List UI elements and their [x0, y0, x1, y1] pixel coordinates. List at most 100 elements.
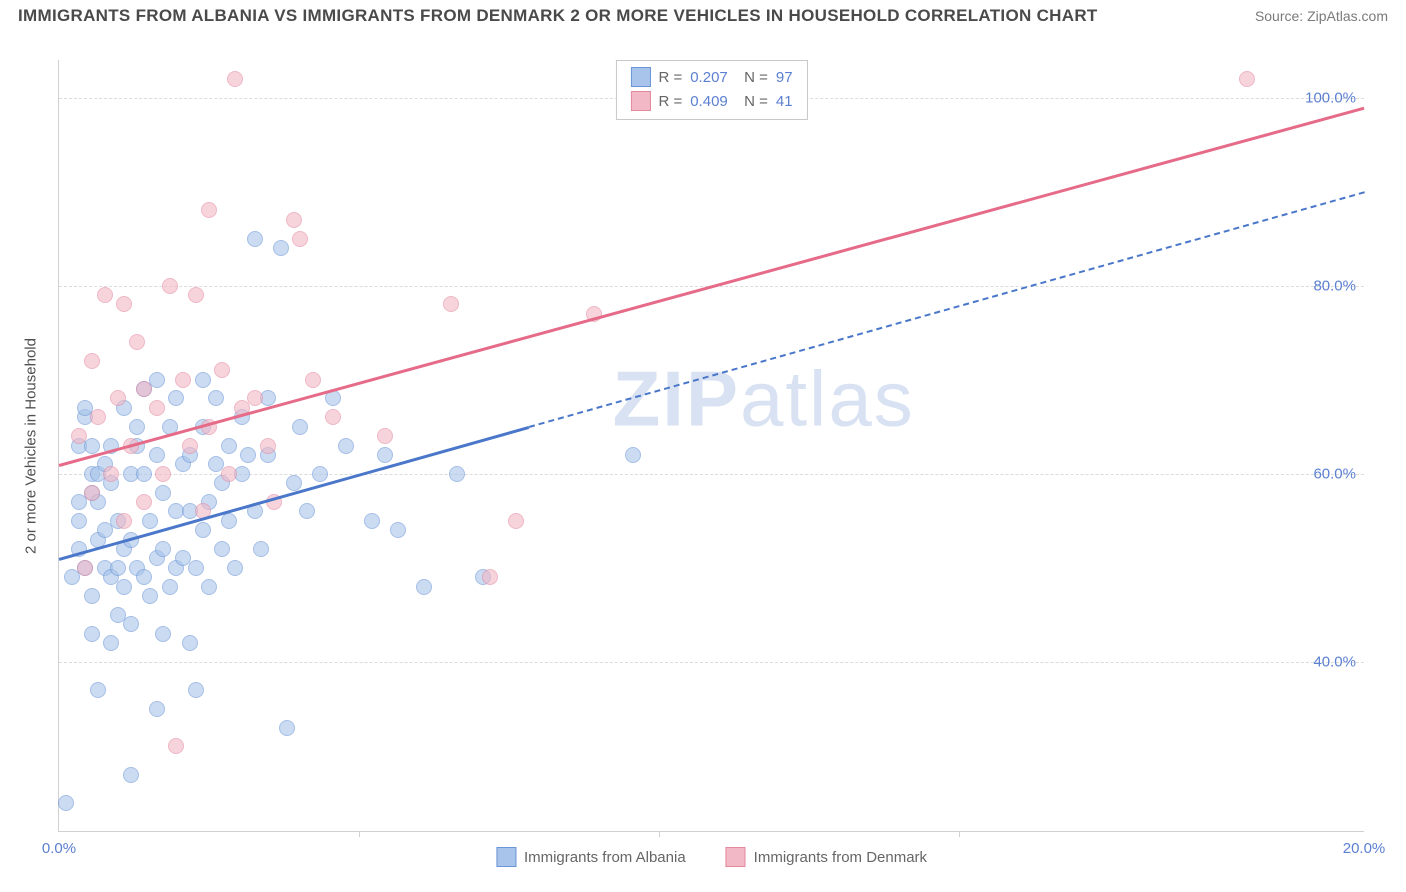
- legend-n-label: N =: [736, 93, 768, 110]
- data-point: [299, 503, 315, 519]
- data-point: [312, 466, 328, 482]
- chart-title: IMMIGRANTS FROM ALBANIA VS IMMIGRANTS FR…: [18, 6, 1098, 26]
- data-point: [77, 560, 93, 576]
- data-point: [625, 447, 641, 463]
- data-point: [449, 466, 465, 482]
- data-point: [240, 447, 256, 463]
- gridline: [59, 662, 1364, 663]
- data-point: [71, 513, 87, 529]
- data-point: [221, 513, 237, 529]
- data-point: [136, 381, 152, 397]
- data-point: [129, 334, 145, 350]
- data-point: [149, 701, 165, 717]
- y-tick-label: 40.0%: [1313, 653, 1356, 670]
- legend-n-label: N =: [736, 69, 768, 86]
- x-tick-minor: [359, 831, 360, 837]
- data-point: [221, 438, 237, 454]
- legend-r-value-denmark: 0.409: [690, 93, 728, 110]
- data-point: [273, 240, 289, 256]
- data-point: [292, 419, 308, 435]
- legend-label-denmark: Immigrants from Denmark: [754, 849, 927, 866]
- data-point: [325, 409, 341, 425]
- x-tick-minor: [959, 831, 960, 837]
- data-point: [377, 447, 393, 463]
- data-point: [155, 541, 171, 557]
- data-point: [149, 400, 165, 416]
- data-point: [168, 390, 184, 406]
- plot-area: ZIPatlas 2 or more Vehicles in Household…: [58, 60, 1364, 832]
- data-point: [227, 71, 243, 87]
- x-tick-minor: [659, 831, 660, 837]
- data-point: [116, 513, 132, 529]
- legend-row-denmark: R = 0.409 N = 41: [630, 89, 792, 113]
- data-point: [155, 485, 171, 501]
- data-point: [129, 419, 145, 435]
- chart-wrap: ZIPatlas 2 or more Vehicles in Household…: [18, 38, 1388, 874]
- data-point: [84, 485, 100, 501]
- data-point: [103, 635, 119, 651]
- data-point: [155, 626, 171, 642]
- data-point: [188, 560, 204, 576]
- legend-r-value-albania: 0.207: [690, 69, 728, 86]
- x-tick-label: 20.0%: [1343, 840, 1386, 857]
- data-point: [90, 682, 106, 698]
- data-point: [123, 767, 139, 783]
- data-point: [227, 560, 243, 576]
- data-point: [175, 372, 191, 388]
- swatch-denmark: [630, 91, 650, 111]
- data-point: [260, 438, 276, 454]
- data-point: [416, 579, 432, 595]
- data-point: [149, 447, 165, 463]
- data-point: [97, 287, 113, 303]
- y-tick-label: 80.0%: [1313, 277, 1356, 294]
- y-tick-label: 60.0%: [1313, 465, 1356, 482]
- data-point: [162, 278, 178, 294]
- data-point: [195, 522, 211, 538]
- data-point: [279, 720, 295, 736]
- data-point: [201, 202, 217, 218]
- legend-item-albania: Immigrants from Albania: [496, 847, 686, 867]
- data-point: [103, 466, 119, 482]
- data-point: [247, 390, 263, 406]
- legend-n-value-denmark: 41: [776, 93, 793, 110]
- chart-header: IMMIGRANTS FROM ALBANIA VS IMMIGRANTS FR…: [0, 0, 1406, 30]
- data-point: [136, 494, 152, 510]
- data-point: [188, 287, 204, 303]
- data-point: [136, 569, 152, 585]
- legend-r-label: R =: [658, 93, 682, 110]
- data-point: [508, 513, 524, 529]
- data-point: [195, 372, 211, 388]
- y-axis-label: 2 or more Vehicles in Household: [23, 338, 40, 554]
- data-point: [162, 579, 178, 595]
- data-point: [84, 626, 100, 642]
- swatch-denmark: [726, 847, 746, 867]
- legend-item-denmark: Immigrants from Denmark: [726, 847, 927, 867]
- data-point: [188, 682, 204, 698]
- data-point: [443, 296, 459, 312]
- data-point: [253, 541, 269, 557]
- data-point: [221, 466, 237, 482]
- data-point: [84, 438, 100, 454]
- trend-line: [59, 107, 1365, 467]
- legend-n-value-albania: 97: [776, 69, 793, 86]
- data-point: [364, 513, 380, 529]
- data-point: [116, 296, 132, 312]
- data-point: [71, 428, 87, 444]
- data-point: [1239, 71, 1255, 87]
- data-point: [110, 560, 126, 576]
- trend-line: [529, 192, 1365, 429]
- y-tick-label: 100.0%: [1305, 89, 1356, 106]
- series-legend: Immigrants from Albania Immigrants from …: [496, 847, 927, 867]
- swatch-albania: [630, 67, 650, 87]
- data-point: [142, 588, 158, 604]
- watermark: ZIPatlas: [613, 354, 915, 445]
- legend-row-albania: R = 0.207 N = 97: [630, 65, 792, 89]
- data-point: [292, 231, 308, 247]
- swatch-albania: [496, 847, 516, 867]
- data-point: [58, 795, 74, 811]
- data-point: [377, 428, 393, 444]
- data-point: [305, 372, 321, 388]
- data-point: [90, 409, 106, 425]
- data-point: [390, 522, 406, 538]
- x-tick-label: 0.0%: [42, 840, 76, 857]
